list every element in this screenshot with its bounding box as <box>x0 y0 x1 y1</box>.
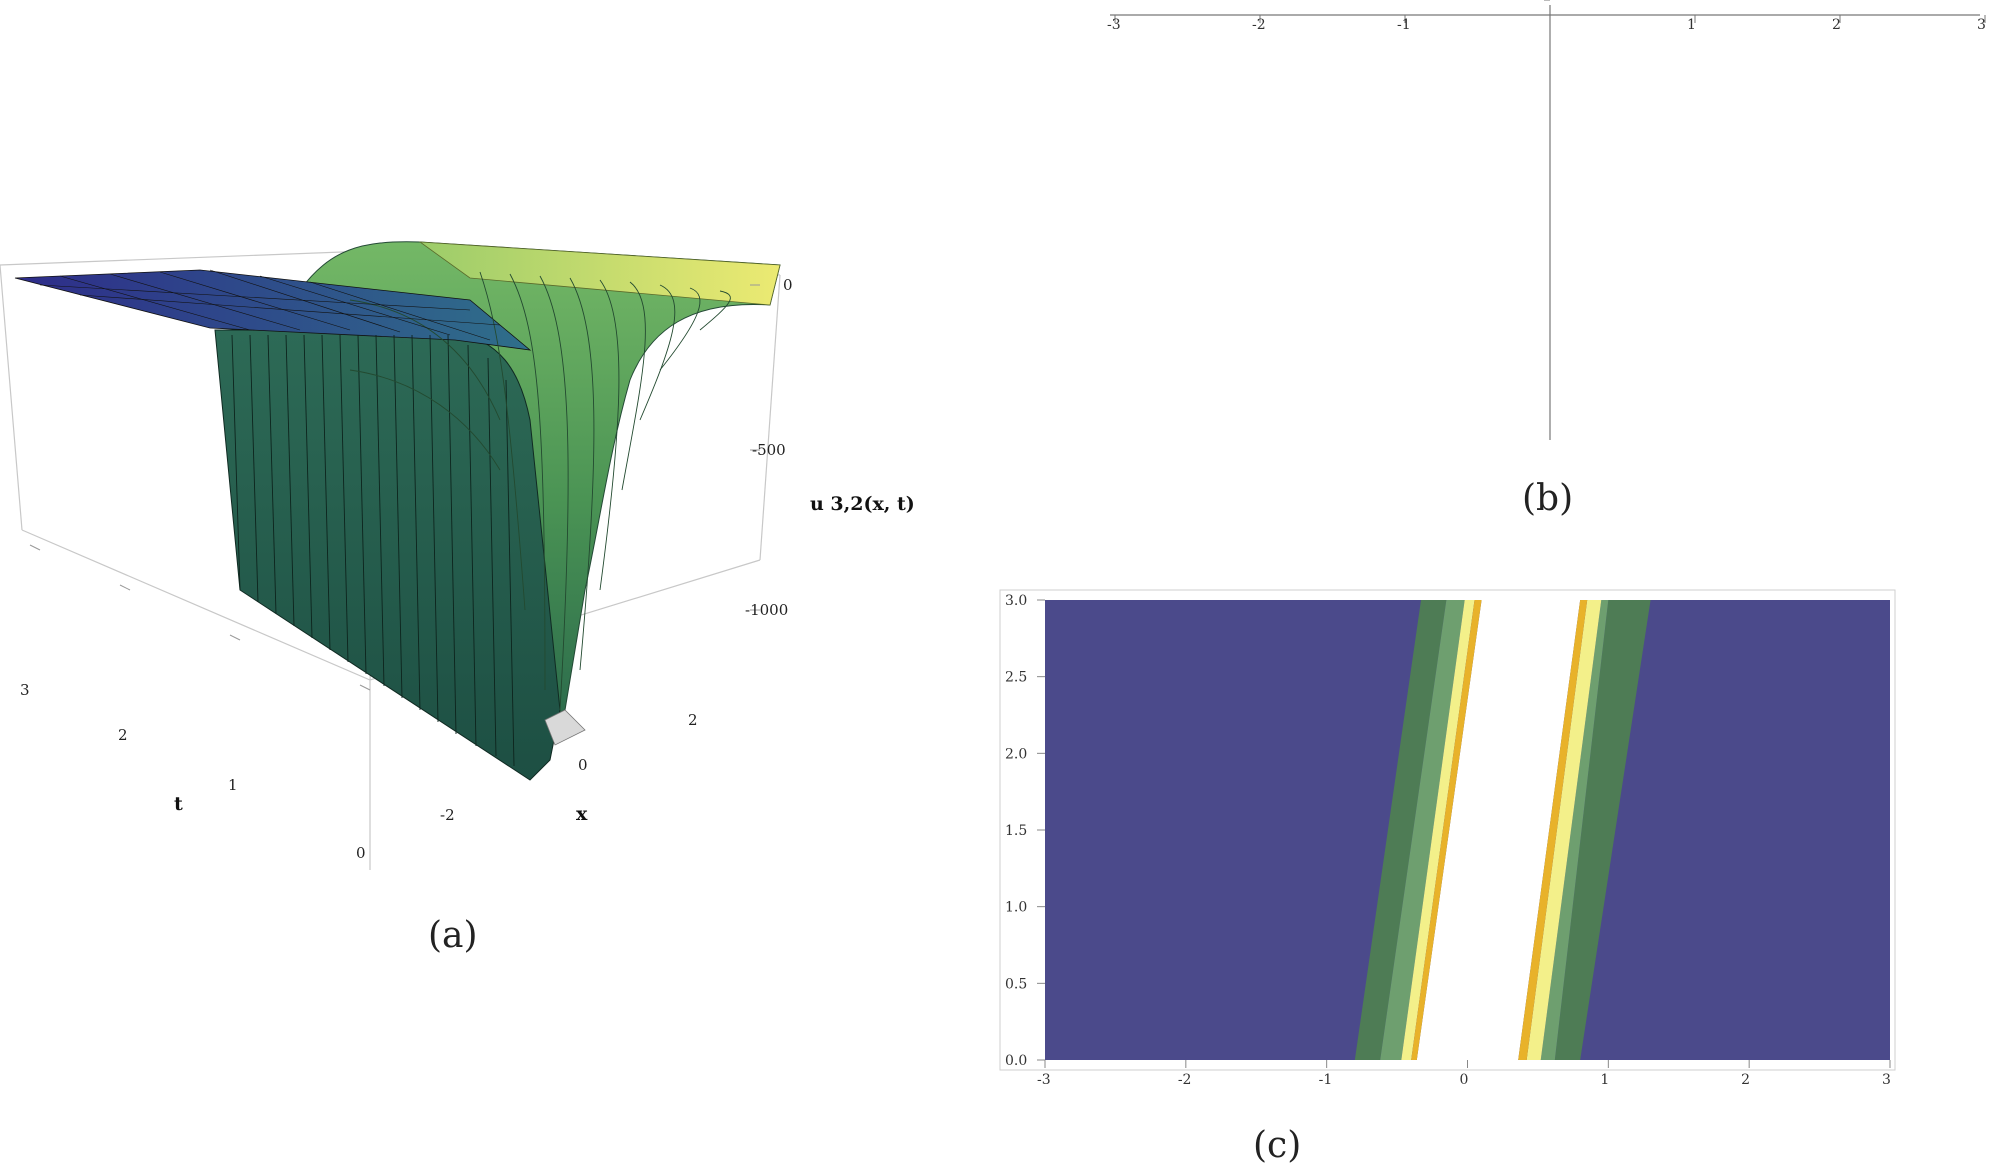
t-tick-0: 0 <box>356 844 366 862</box>
line-plot-b: -3 -2 -1 1 2 3 -200-400-600-800-1000 <box>1107 0 1986 440</box>
x-tick-label: 0 <box>1460 1072 1469 1088</box>
caption-a: (a) <box>428 915 478 956</box>
y-tick-label: -600 <box>1500 0 1531 4</box>
x-tick-label: -2 <box>1178 1072 1192 1088</box>
surface-front-wall <box>214 329 561 781</box>
y-tick-label: 1.0 <box>1005 900 1027 916</box>
y-tick-label: -800 <box>1500 0 1531 4</box>
y-tick-label: 2.0 <box>1005 746 1027 762</box>
caption-b: (b) <box>1522 478 1574 519</box>
surface-right-top <box>418 241 781 306</box>
t-axis <box>29 544 371 691</box>
z-tick-1: -500 <box>752 441 786 459</box>
contour-band-mid-right <box>1540 600 1609 1060</box>
y-tick-label: 2.5 <box>1005 670 1027 686</box>
x-tick-label: -3 <box>1037 1072 1051 1088</box>
y-tick-label: -200 <box>1500 0 1531 4</box>
x-tick-m2: -2 <box>440 806 455 824</box>
y-tick-label: 0.0 <box>1005 1053 1027 1069</box>
contour-band-dark-left <box>1354 600 1447 1060</box>
z-tick-0: 0 <box>783 276 793 294</box>
surface-plot-a: 0 -500 -1000 u 3,2(x, t) 3 2 1 0 t -2 0 … <box>0 241 915 870</box>
caption-c: (c) <box>1253 1125 1302 1166</box>
plot-frame <box>999 589 1896 1071</box>
x-tick-label: -1 <box>1319 1072 1333 1088</box>
x-tick-label: -3 <box>1107 17 1121 33</box>
x-tick-label: -1 <box>1397 17 1411 33</box>
x-tick-label: 2 <box>1832 17 1841 33</box>
t-tick-1: 1 <box>228 776 238 794</box>
x-tick-2: 2 <box>688 711 698 729</box>
x-tick-0: 0 <box>578 756 588 774</box>
contour-band-edge-right <box>1518 600 1588 1060</box>
contour-band-dark-right <box>1554 600 1651 1060</box>
surface-mesh <box>231 334 515 767</box>
y-tick-label: -400 <box>1500 0 1531 4</box>
contour-band-light-right <box>1526 600 1602 1060</box>
x-tick-label: 2 <box>1741 1072 1750 1088</box>
z-axis-label: u 3,2(x, t) <box>810 493 915 515</box>
y-tick-label: 3.0 <box>1005 593 1027 609</box>
y-tick-label: -1000 <box>1500 0 1540 4</box>
contour-band-edge-left <box>1411 600 1482 1060</box>
x-tick-label: -2 <box>1252 17 1266 33</box>
t-axis-label: t <box>174 793 183 815</box>
contour-center-region <box>1416 600 1581 1060</box>
contour-plot-c: -3 -2 -1 0 1 2 3 0.0 0.5 1.0 1.5 2.0 2.5 3.0 <box>999 589 1896 1088</box>
x-tick-label: 3 <box>1882 1072 1891 1088</box>
contour-band-mid-left <box>1380 600 1465 1060</box>
x-axis-label: x <box>576 803 588 825</box>
surface-top-blue <box>14 269 532 351</box>
z-axis: 0 -500 -1000 u 3,2(x, t) <box>745 276 915 619</box>
t-tick-2: 2 <box>118 726 128 744</box>
x-tick-label: 3 <box>1977 17 1986 33</box>
x-tick-label: 1 <box>1687 17 1696 33</box>
contour-band-light-left <box>1401 600 1475 1060</box>
t-tick-3: 3 <box>20 681 30 699</box>
x-tick-label: 1 <box>1600 1072 1609 1088</box>
y-tick-label: 0.5 <box>1005 976 1027 992</box>
y-tick-label: 1.5 <box>1005 823 1027 839</box>
z-tick-2: -1000 <box>745 601 788 619</box>
